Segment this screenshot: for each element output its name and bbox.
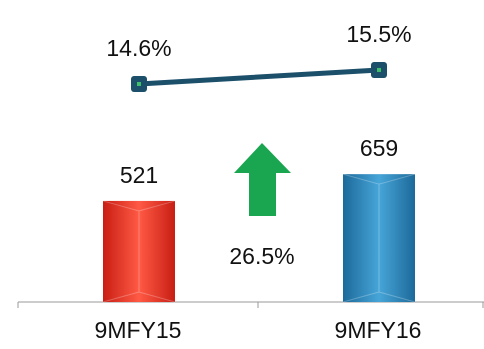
bar-value-label-9mfy16: 659 (360, 135, 398, 161)
x-tick-label-9mfy15: 9MFY15 (95, 317, 182, 343)
bar-bevel (102, 200, 176, 303)
growth-label: 26.5% (229, 243, 294, 269)
bar (103, 200, 175, 302)
bar-9mfy16 (342, 173, 416, 303)
x-tick-label-9mfy16: 9MFY16 (335, 317, 422, 343)
bar (343, 174, 415, 302)
line-value-label-9mfy16: 15.5% (346, 21, 411, 47)
bar-value-label-9mfy15: 521 (120, 162, 158, 188)
line-point-9mfy15 (131, 76, 147, 92)
up-arrow-icon (234, 143, 291, 216)
line-point-9mfy16 (371, 61, 387, 78)
line-value-label-9mfy15: 14.6% (106, 35, 171, 61)
bar-9mfy15 (102, 200, 176, 303)
bar-bevel (342, 173, 416, 303)
line-marker-center (137, 82, 141, 86)
line-marker-center (377, 67, 381, 72)
margin-line (136, 67, 382, 87)
